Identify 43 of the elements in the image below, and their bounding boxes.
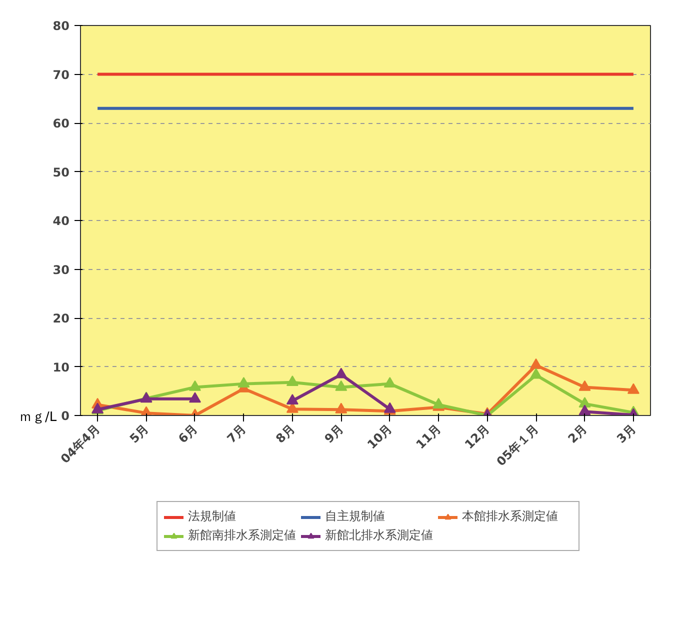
x-tick-label: 8月 bbox=[273, 422, 298, 446]
x-tick-label: 11月 bbox=[413, 422, 444, 452]
y-tick-label: 40 bbox=[52, 214, 70, 228]
x-tick-label: 9月 bbox=[322, 422, 346, 446]
y-tick-label: 20 bbox=[52, 312, 70, 326]
y-tick-label: 10 bbox=[52, 360, 70, 374]
x-tick-label: 3月 bbox=[614, 422, 638, 446]
x-tick-label: 12月 bbox=[462, 422, 492, 452]
legend-label: 本館排水系測定値 bbox=[462, 508, 559, 525]
legend-label: 新館北排水系測定値 bbox=[325, 527, 434, 544]
y-tick-label: 60 bbox=[52, 116, 70, 130]
legend-label: 自主規制値 bbox=[325, 508, 386, 525]
y-tick-label: 70 bbox=[52, 68, 70, 82]
x-tick-label: 05年１月 bbox=[494, 422, 541, 469]
point bbox=[335, 380, 348, 391]
x-tick-label: 10月 bbox=[364, 422, 395, 452]
x-tick-label: 6月 bbox=[176, 422, 200, 446]
point bbox=[188, 380, 201, 391]
point bbox=[530, 358, 542, 369]
y-tick-label: 30 bbox=[52, 262, 70, 277]
point bbox=[578, 380, 591, 391]
point bbox=[530, 368, 542, 379]
y-axis-title: ｍｇ/L bbox=[19, 409, 57, 427]
y-tick-label: 50 bbox=[52, 165, 70, 180]
y-tick-label: 80 bbox=[52, 19, 70, 33]
point bbox=[286, 394, 298, 405]
x-tick-label: 5月 bbox=[126, 422, 152, 446]
x-tick-label: 7月 bbox=[224, 422, 249, 446]
point bbox=[286, 376, 298, 386]
point bbox=[188, 392, 201, 403]
point bbox=[238, 376, 250, 388]
point bbox=[335, 402, 348, 414]
x-tick-label: 04年4月 bbox=[58, 422, 103, 466]
point bbox=[627, 383, 640, 394]
point bbox=[335, 368, 348, 378]
point bbox=[384, 376, 396, 388]
legend-label: 法規制値 bbox=[188, 508, 237, 525]
legend-label: 新館南排水系測定値 bbox=[188, 527, 297, 544]
point bbox=[432, 398, 445, 408]
point bbox=[578, 396, 591, 408]
y-tick-label: 0 bbox=[61, 409, 70, 423]
x-tick-label: 2月 bbox=[565, 422, 590, 446]
point bbox=[578, 404, 591, 416]
